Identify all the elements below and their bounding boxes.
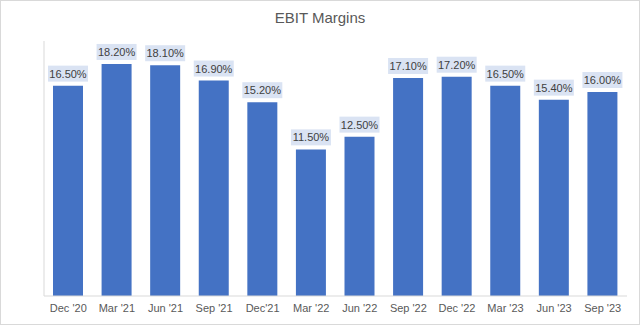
- svg-text:Sep '23: Sep '23: [584, 302, 621, 314]
- svg-text:Jun '21: Jun '21: [148, 302, 183, 314]
- svg-text:17.20%: 17.20%: [438, 59, 476, 71]
- svg-text:11.50%: 11.50%: [293, 131, 330, 143]
- svg-text:Dec '22: Dec '22: [438, 302, 475, 314]
- svg-text:Dec '20: Dec '20: [50, 302, 87, 314]
- svg-text:12.50%: 12.50%: [341, 119, 379, 131]
- svg-text:Jun '23: Jun '23: [537, 302, 572, 314]
- svg-text:Dec'21: Dec'21: [246, 302, 280, 314]
- svg-text:Sep '21: Sep '21: [196, 302, 233, 314]
- svg-text:18.20%: 18.20%: [98, 46, 136, 58]
- svg-text:16.50%: 16.50%: [49, 68, 87, 80]
- html-text:EBIT Margins: EBIT Margins: [274, 9, 366, 26]
- svg-text:18.10%: 18.10%: [147, 47, 185, 59]
- svg-text:16.00%: 16.00%: [584, 74, 622, 86]
- svg-text:17.10%: 17.10%: [389, 60, 427, 72]
- svg-text:Mar '21: Mar '21: [99, 302, 135, 314]
- svg-text:15.40%: 15.40%: [535, 82, 573, 94]
- svg-text:15.20%: 15.20%: [244, 84, 282, 96]
- svg-text:16.90%: 16.90%: [195, 63, 233, 75]
- svg-text:Sep '22: Sep '22: [390, 302, 427, 314]
- svg-text:Mar '22: Mar '22: [293, 302, 329, 314]
- svg-text:16.50%: 16.50%: [487, 68, 525, 80]
- svg-text:Jun '22: Jun '22: [342, 302, 377, 314]
- svg-text:Mar '23: Mar '23: [487, 302, 523, 314]
